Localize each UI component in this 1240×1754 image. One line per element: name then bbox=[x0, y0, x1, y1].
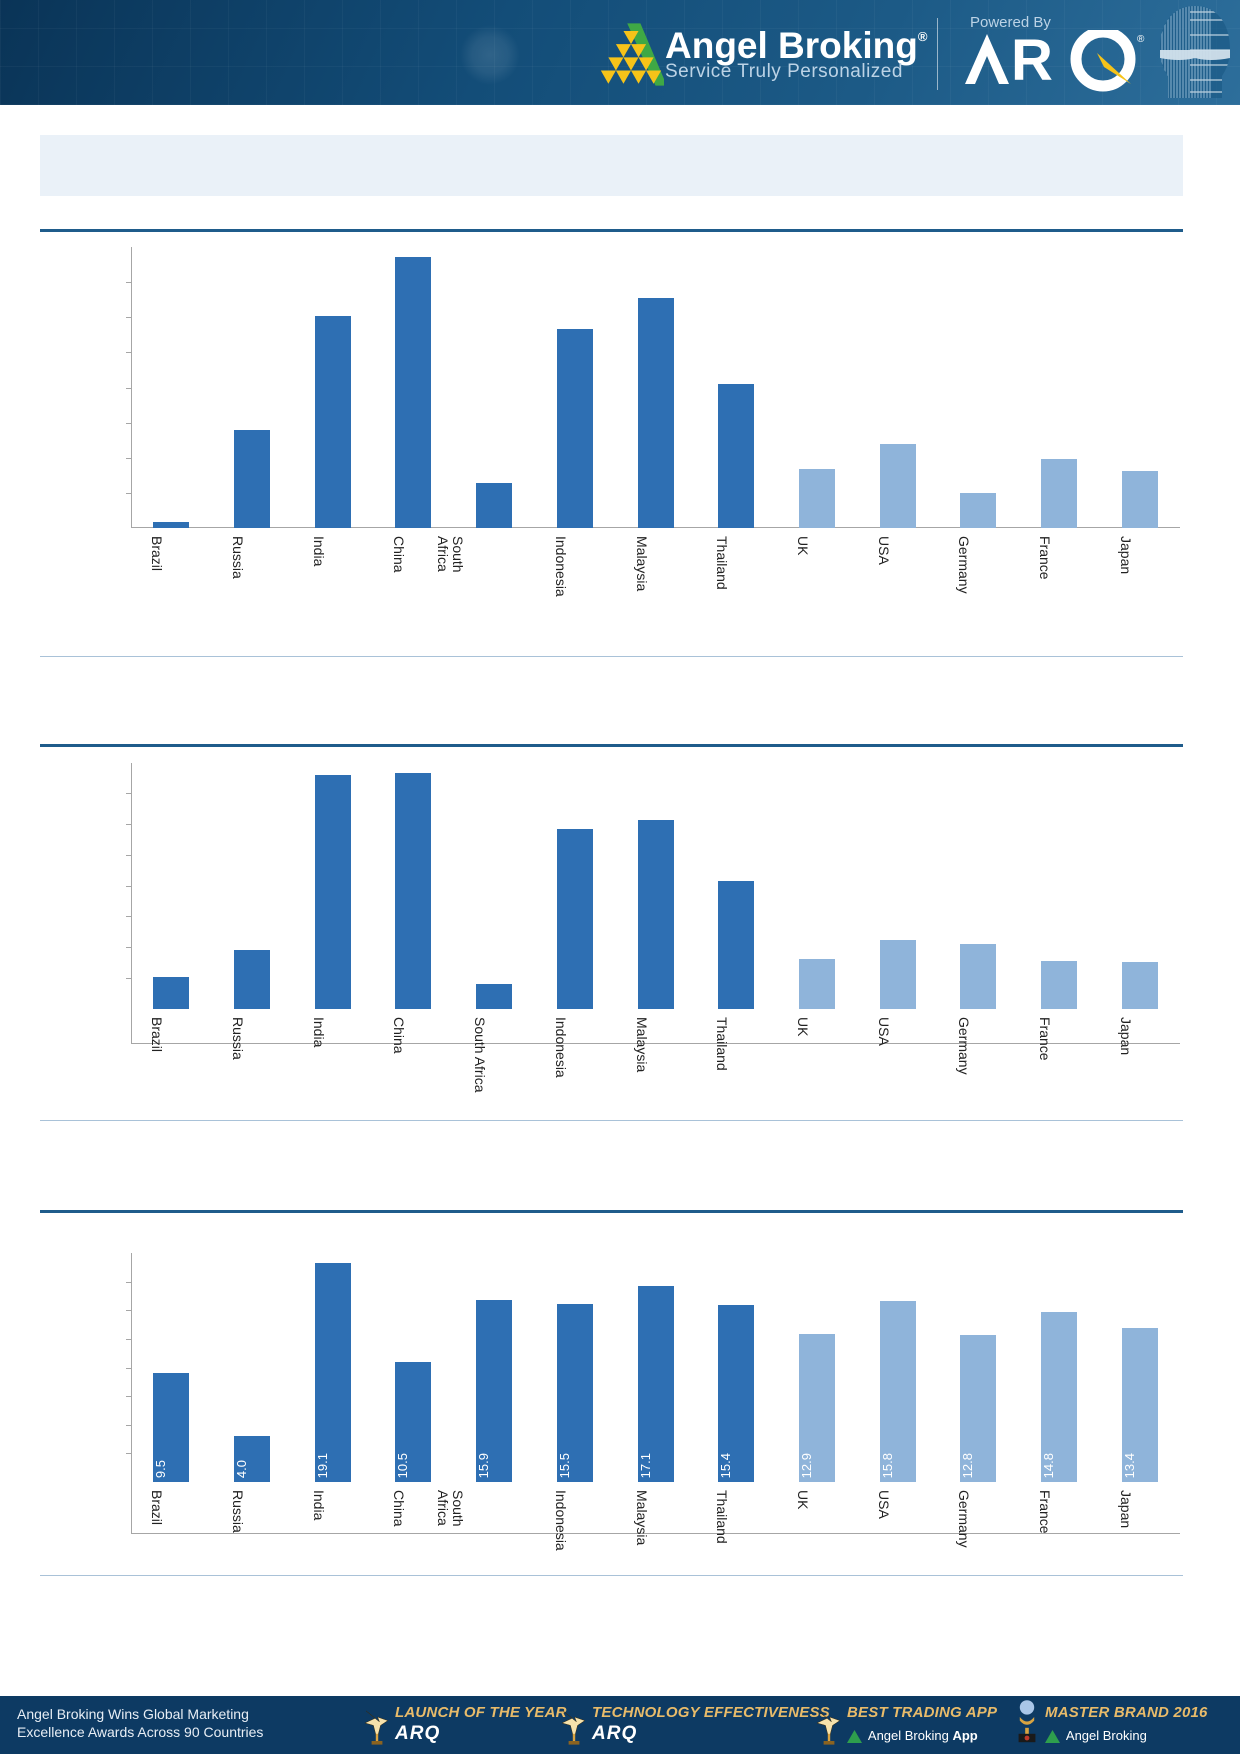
svg-text:®: ® bbox=[1137, 34, 1145, 45]
svg-text:R: R bbox=[1011, 30, 1053, 92]
